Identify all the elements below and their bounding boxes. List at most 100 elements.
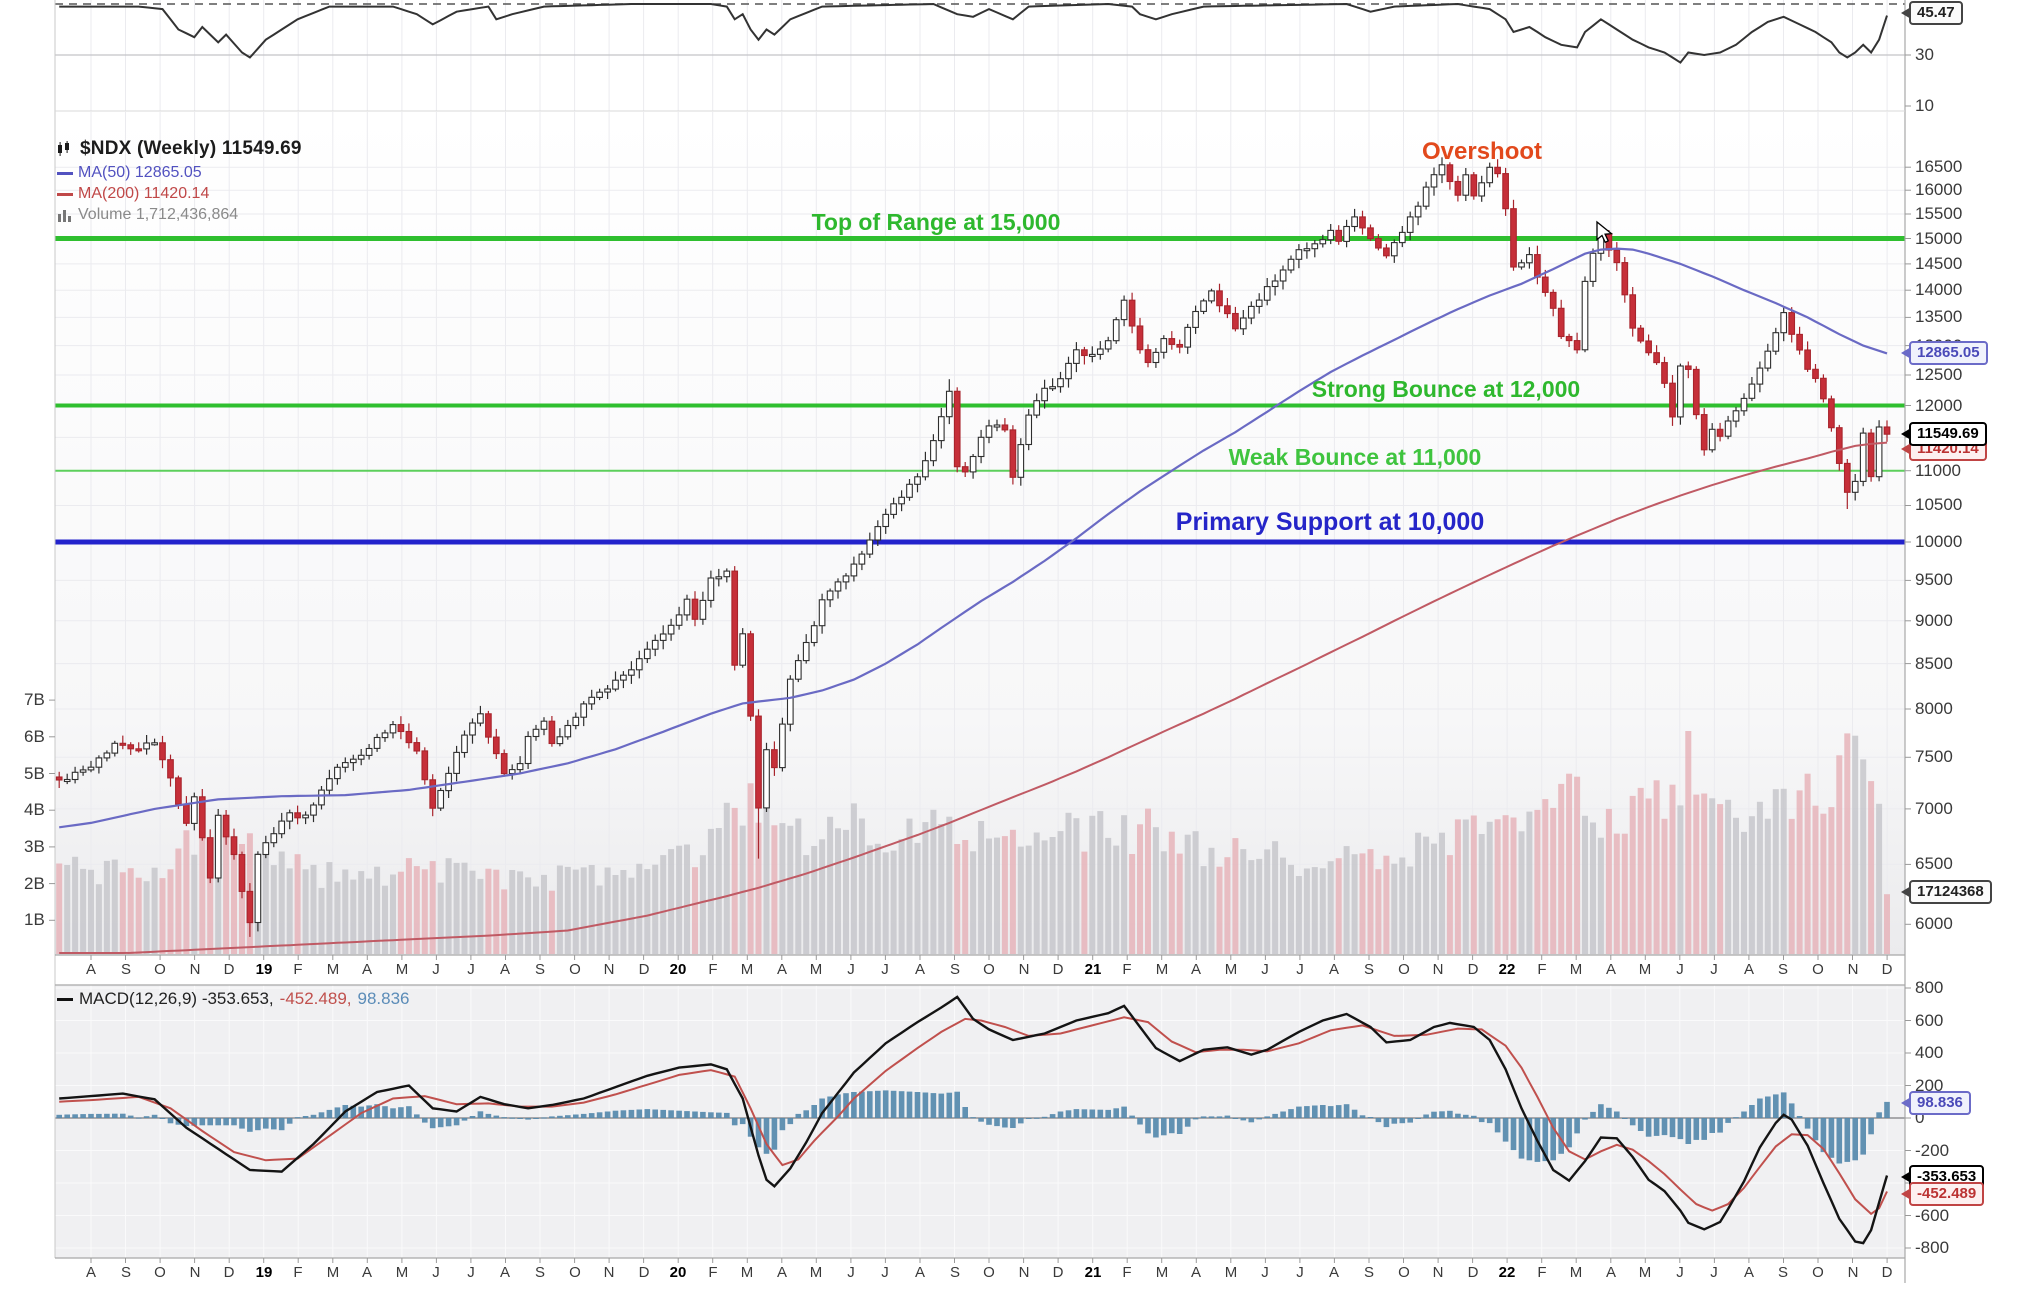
price-axis-label: 7500	[1915, 747, 1953, 766]
month-label: M	[740, 961, 754, 978]
month-label: 19	[255, 961, 273, 978]
month-label: D	[1052, 1264, 1064, 1281]
month-label: M	[1155, 1264, 1169, 1281]
month-label: O	[154, 961, 166, 978]
price-axis-label: 12500	[1915, 365, 1963, 384]
month-label: M	[809, 961, 823, 978]
ma200-legend-row: MA(200) 11420.14	[57, 185, 209, 203]
volume-legend-row: Volume 1,712,436,864	[57, 206, 238, 224]
month-label: A	[85, 1264, 97, 1281]
month-label: J	[847, 961, 855, 978]
month-label: S	[534, 961, 546, 978]
month-label: 19	[255, 1264, 273, 1281]
month-label: M	[326, 1264, 340, 1281]
price-axis-label: 8500	[1915, 654, 1953, 673]
month-label: J	[1296, 961, 1304, 978]
month-label: D	[223, 1264, 235, 1281]
annotation-weak-bounce: Weak Bounce at 11,000	[1228, 444, 1482, 470]
symbol-title: $NDX (Weekly) 11549.69	[80, 138, 302, 159]
axis-price-tag: 98.836	[1901, 1091, 1971, 1115]
month-label: N	[1432, 1264, 1444, 1281]
month-label: A	[1190, 1264, 1202, 1281]
macd-legend: MACD(12,26,9) -353.653, -452.489, 98.836	[57, 989, 410, 1009]
month-label: N	[603, 1264, 615, 1281]
volume-axis-label: 4B	[24, 800, 45, 819]
price-axis-label: 11000	[1915, 461, 1962, 480]
volume-axis-label: 5B	[24, 764, 45, 783]
month-label: A	[1190, 961, 1202, 978]
month-label: A	[1328, 1264, 1340, 1281]
month-label: F	[1122, 1264, 1132, 1281]
month-label: F	[708, 1264, 718, 1281]
month-label: O	[569, 1264, 581, 1281]
month-label: F	[1537, 961, 1547, 978]
month-label: M	[395, 1264, 409, 1281]
month-label: J	[1676, 1264, 1684, 1281]
price-axis-label: 9500	[1915, 570, 1953, 589]
month-label: F	[708, 961, 718, 978]
price-axis-label: 14000	[1915, 280, 1963, 299]
month-label: J	[467, 1264, 475, 1281]
volume-label: Volume 1,712,436,864	[78, 206, 239, 223]
volume-bars-icon	[57, 208, 73, 222]
month-label: M	[1638, 961, 1652, 978]
month-label: A	[914, 1264, 926, 1281]
month-label: J	[467, 961, 475, 978]
month-label: D	[1467, 961, 1479, 978]
month-label: N	[189, 1264, 201, 1281]
month-label: A	[1605, 961, 1617, 978]
top-panel-axis-label: 30	[1915, 45, 1934, 64]
price-axis-label: 9000	[1915, 611, 1953, 630]
month-label: N	[603, 961, 615, 978]
axis-price-tag: -452.489	[1900, 1182, 1985, 1206]
macd-axis-label: 600	[1915, 1011, 1944, 1030]
volume-axis-label: 2B	[24, 874, 45, 893]
price-axis-label: 7000	[1915, 799, 1953, 818]
axis-price-tag: 11549.69	[1901, 422, 1987, 446]
month-label: J	[1710, 961, 1718, 978]
month-label: O	[1812, 1264, 1824, 1281]
month-label: A	[361, 1264, 373, 1281]
annotation-primary-support: Primary Support at 10,000	[1175, 508, 1485, 536]
month-label: J	[881, 1264, 889, 1281]
month-label: O	[1812, 961, 1824, 978]
macd-axis-label: 200	[1915, 1076, 1944, 1095]
price-axis-label: 8000	[1915, 699, 1953, 718]
month-label: N	[1018, 961, 1030, 978]
macd-axis-label: 0	[1915, 1108, 1925, 1127]
month-label: M	[1638, 1264, 1652, 1281]
month-label: O	[1398, 1264, 1410, 1281]
symbol-legend-row: $NDX (Weekly) 11549.69	[57, 138, 302, 160]
month-label: M	[1569, 961, 1583, 978]
month-label: S	[120, 1264, 132, 1281]
macd-axis-label: -200	[1915, 1141, 1950, 1160]
volume-axis-label: 1B	[24, 910, 45, 929]
month-label: N	[1432, 961, 1444, 978]
month-label: M	[395, 961, 409, 978]
month-label: A	[776, 1264, 788, 1281]
ma50-line-icon	[57, 171, 73, 175]
month-label: O	[569, 961, 581, 978]
month-label: A	[914, 961, 926, 978]
ma200-label: MA(200) 11420.14	[78, 185, 210, 202]
price-axis-label: 6000	[1915, 914, 1953, 933]
volume-axis-label: 7B	[24, 690, 45, 709]
annotation-overshoot: Overshoot	[1421, 138, 1543, 165]
month-label: A	[85, 961, 97, 978]
month-label: J	[432, 961, 440, 978]
month-label: A	[1743, 1264, 1755, 1281]
macd-line-icon	[57, 997, 73, 1001]
month-label: D	[223, 961, 235, 978]
macd-value: MACD(12,26,9) -353.653,	[79, 989, 274, 1008]
month-label: F	[1122, 961, 1132, 978]
price-axis-label: 15000	[1915, 229, 1963, 248]
month-label: M	[1224, 961, 1238, 978]
month-label: O	[154, 1264, 166, 1281]
price-axis-label: 12000	[1915, 396, 1963, 415]
month-label: D	[1467, 1264, 1479, 1281]
macd-axis-label: 400	[1915, 1043, 1944, 1062]
month-label: N	[1018, 1264, 1030, 1281]
month-label: O	[983, 961, 995, 978]
